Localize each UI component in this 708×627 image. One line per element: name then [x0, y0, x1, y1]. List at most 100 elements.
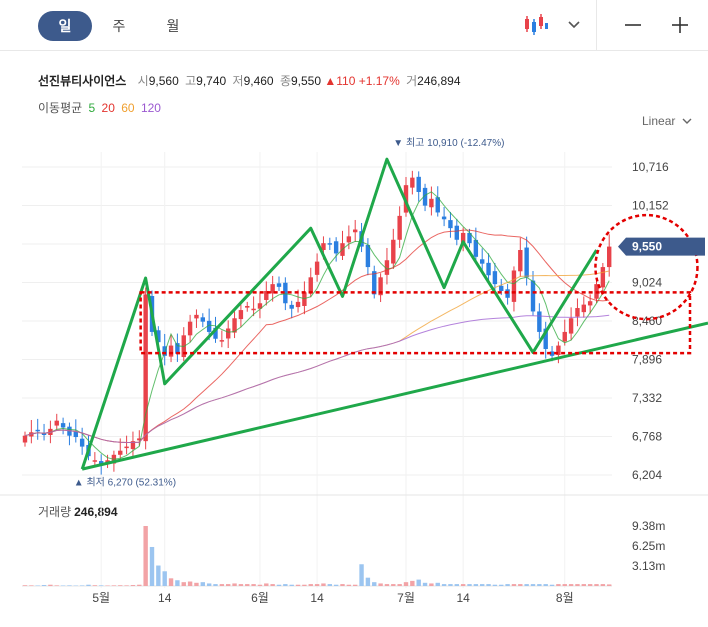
volume-bar [607, 584, 612, 586]
volume-bar [213, 584, 218, 586]
chevron-down-icon [682, 118, 692, 124]
candle-body [524, 247, 529, 278]
support-trendline [81, 321, 708, 471]
candle-body [118, 450, 123, 455]
volume-bar [251, 584, 256, 586]
candle-body [270, 284, 275, 294]
candle-body [92, 460, 98, 462]
candle-body [353, 229, 358, 233]
volume-bar [537, 584, 542, 586]
tab-weekly[interactable]: 주 [112, 18, 126, 34]
candle-body [276, 283, 282, 287]
volume-bar [353, 584, 358, 586]
candle-body [492, 271, 498, 285]
volume-bar [391, 584, 396, 586]
volume-bar [257, 584, 263, 586]
candle-body [245, 305, 250, 308]
candle-body [435, 197, 440, 213]
moving-average-line-5 [24, 191, 610, 460]
volume-bar [79, 585, 85, 586]
candle-body [156, 330, 161, 343]
candle-body [467, 232, 472, 244]
candle-body [168, 345, 174, 357]
candle-body [99, 461, 104, 466]
candle-body [232, 318, 237, 333]
volume-bar [359, 564, 364, 586]
volume-bar [499, 584, 504, 586]
volume-bar [600, 584, 606, 586]
price-tick-label: 9,024 [632, 276, 662, 290]
ma-label: 이동평균 [38, 101, 83, 115]
volume-bar [276, 584, 282, 586]
candle-body [333, 241, 339, 254]
volume-bar [22, 585, 28, 586]
low-marker-label: ▲ 최저 6,270 (52.31%) [74, 476, 176, 488]
volume-bar [333, 584, 339, 586]
volume-value: 246,894 [417, 74, 461, 88]
candle-body [295, 301, 301, 308]
candle-body [143, 294, 148, 442]
tab-daily[interactable]: 일 [38, 11, 92, 41]
minus-icon [625, 24, 641, 26]
volume-bar [562, 584, 567, 586]
chart-type-dropdown[interactable] [556, 0, 592, 50]
volume-bar [162, 571, 167, 586]
price-tick-label: 8,460 [632, 314, 662, 328]
candle-body [568, 318, 574, 334]
volume-bar [587, 584, 593, 586]
scale-mode-dropdown[interactable]: Linear [642, 114, 692, 128]
high-value: 9,740 [196, 74, 227, 88]
volume-bar [302, 584, 307, 586]
volume-bar [467, 584, 472, 586]
x-tick-label: 6월 [251, 591, 269, 605]
volume-tick-label: 6.25m [632, 539, 665, 553]
candle-body [187, 321, 193, 336]
chart-type-button[interactable] [512, 0, 560, 50]
stock-name: 선진뷰티사이언스 [38, 74, 127, 88]
volume-bar [556, 584, 561, 586]
candle-body [607, 246, 612, 268]
candle-body [473, 239, 479, 257]
candle-body [264, 290, 269, 300]
volume-bar [156, 565, 161, 586]
candle-body [194, 314, 199, 319]
volume-bar [60, 585, 66, 586]
volume-bar [149, 546, 155, 586]
candle-body [124, 446, 129, 449]
volume-bar [308, 584, 313, 586]
candle-body [314, 261, 320, 275]
current-price-label: 9,550 [632, 240, 662, 254]
candle-body [79, 438, 85, 447]
zoom-in-button[interactable] [655, 0, 705, 50]
volume-bar [346, 584, 352, 586]
volume-bar [365, 577, 371, 586]
open-value: 9,560 [148, 74, 179, 88]
candle-body [206, 320, 212, 332]
candle-body [429, 198, 434, 208]
candle-body [219, 340, 225, 342]
candle-body [448, 220, 453, 229]
volume-bar [232, 583, 237, 586]
candle-body [499, 285, 504, 291]
candle-body [238, 310, 244, 320]
candle-body [365, 244, 371, 268]
volume-bar [35, 585, 40, 586]
candle-body [137, 438, 142, 441]
volume-bar [226, 584, 231, 586]
candle-body [130, 441, 136, 450]
tab-monthly[interactable]: 월 [166, 18, 180, 34]
volume-bar [321, 583, 326, 586]
candle-body [486, 262, 491, 276]
candle-body [321, 243, 326, 251]
volume-bar [219, 584, 225, 586]
candle-body [543, 328, 548, 349]
volume-tick-label: 9.38m [632, 519, 665, 533]
top-toolbar: 일 주 월 [0, 0, 708, 51]
zoom-out-button[interactable] [608, 0, 658, 50]
volume-bar [473, 584, 479, 586]
candle-body [410, 177, 415, 188]
volume-bar [48, 584, 53, 586]
close-value: 9,550 [290, 74, 322, 88]
volume-bar [111, 585, 117, 586]
